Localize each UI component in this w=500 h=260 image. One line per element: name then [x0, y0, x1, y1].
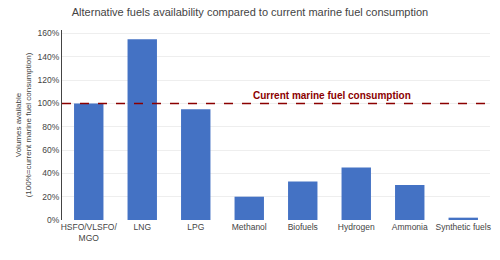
svg-text:Current marine fuel consumptio: Current marine fuel consumption: [253, 90, 411, 101]
svg-text:Synthetic fuels: Synthetic fuels: [436, 222, 491, 232]
svg-text:100%: 100%: [38, 98, 60, 108]
svg-text:Methanol: Methanol: [232, 222, 267, 232]
svg-text:0%: 0%: [47, 215, 60, 225]
svg-text:140%: 140%: [38, 52, 60, 62]
svg-text:Hydrogen: Hydrogen: [338, 222, 375, 232]
svg-text:60%: 60%: [42, 145, 59, 155]
svg-text:80%: 80%: [42, 122, 59, 132]
svg-text:20%: 20%: [42, 192, 59, 202]
svg-text:120%: 120%: [38, 75, 60, 85]
svg-text:40%: 40%: [42, 168, 59, 178]
svg-text:HSFO/VLSFO/MGO: HSFO/VLSFO/MGO: [61, 222, 118, 243]
svg-text:160%: 160%: [38, 28, 60, 38]
svg-text:LPG: LPG: [187, 222, 204, 232]
svg-text:Alternative fuels availability: Alternative fuels availability compared …: [72, 6, 428, 18]
svg-text:LNG: LNG: [134, 222, 151, 232]
svg-text:Ammonia: Ammonia: [392, 222, 428, 232]
svg-text:Biofuels: Biofuels: [288, 222, 318, 232]
svg-text:Volumes available(100%=current: Volumes available(100%=current marine fu…: [14, 52, 33, 197]
